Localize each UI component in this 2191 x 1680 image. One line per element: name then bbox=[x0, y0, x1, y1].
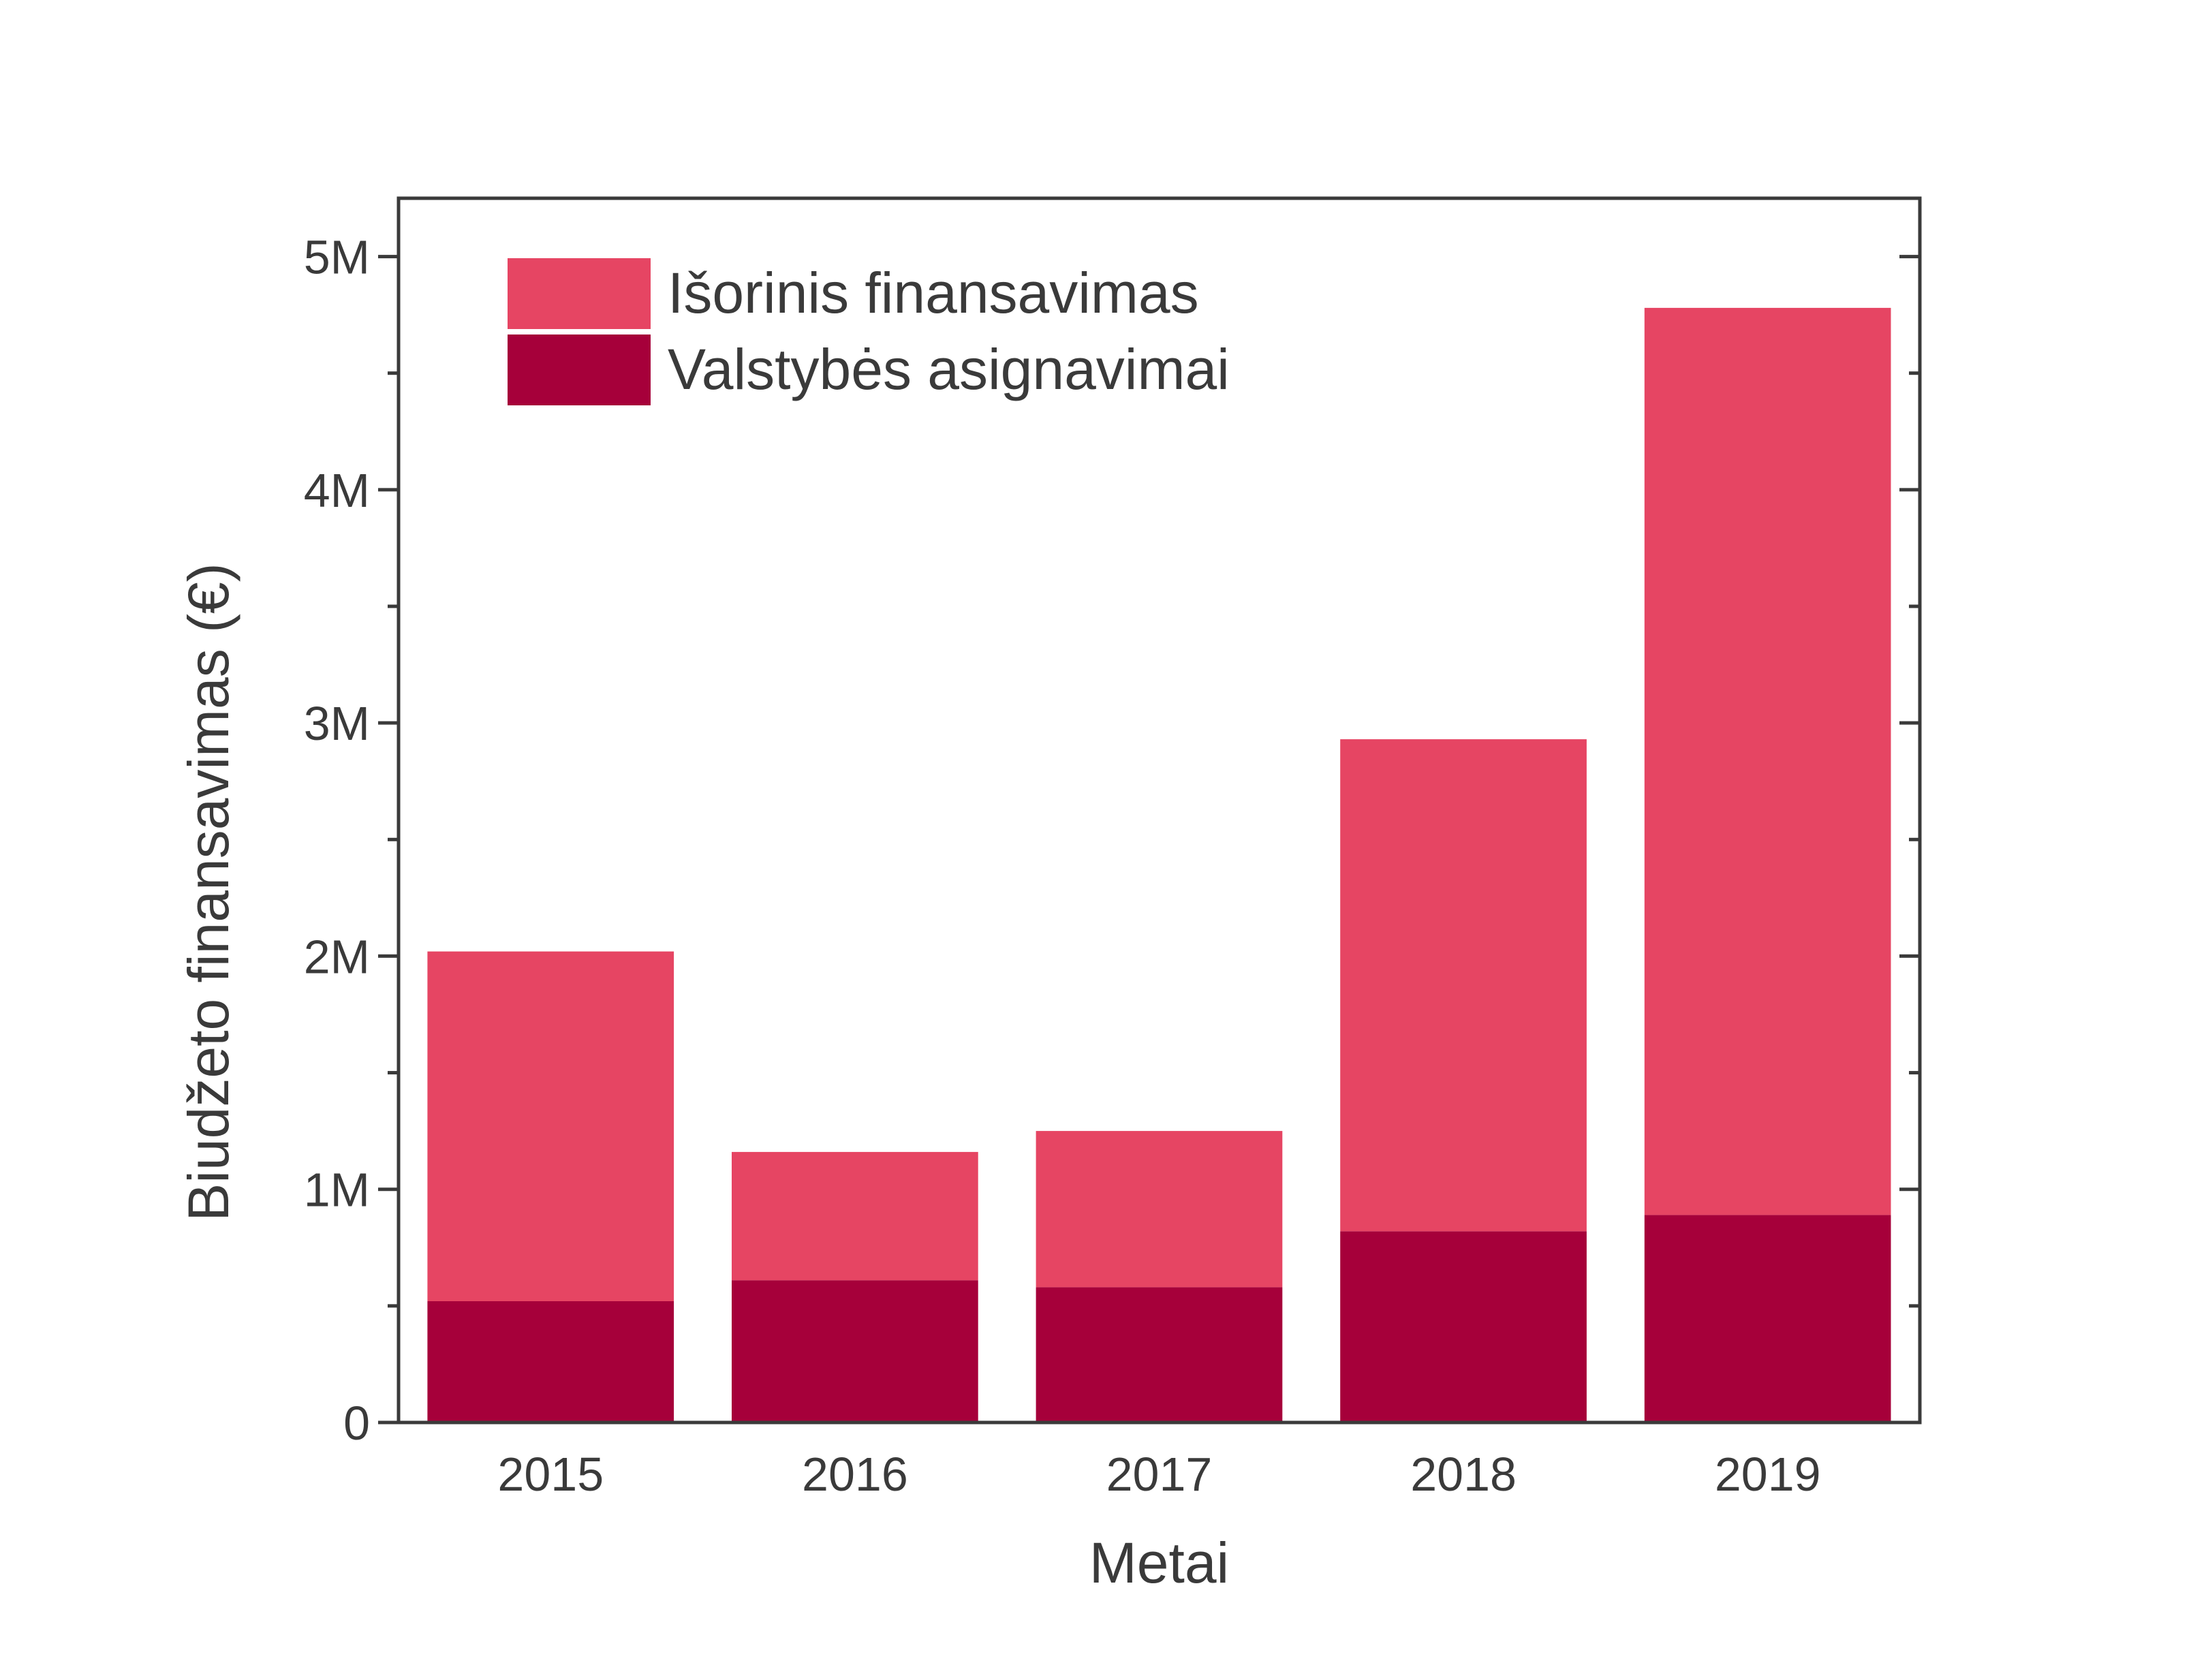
bar-2018-series-0 bbox=[1340, 1231, 1587, 1422]
bar-2017-series-1 bbox=[1036, 1131, 1283, 1288]
x-tick-label: 2017 bbox=[1106, 1448, 1213, 1501]
bars-layer bbox=[427, 307, 1891, 1422]
axes-layer bbox=[397, 196, 1922, 1425]
legend-label-state: Valstybės asignavimai bbox=[668, 337, 1230, 401]
bar-2016-series-1 bbox=[732, 1151, 978, 1281]
x-axis-title: Metai bbox=[1089, 1531, 1229, 1595]
y-axis-title: Biudžeto finansavimas (€) bbox=[176, 563, 240, 1221]
y-tick-label: 1M bbox=[304, 1164, 370, 1217]
y-tick-label: 4M bbox=[304, 464, 370, 517]
legend-swatch-external bbox=[508, 258, 651, 329]
x-tick-label: 2015 bbox=[497, 1448, 604, 1501]
plot-frame bbox=[397, 196, 1922, 1425]
bar-2018-series-1 bbox=[1340, 739, 1587, 1232]
ticks-layer: 0 1M 2M 3M 4M 5M 2015 2016 2017 2018 2019 bbox=[304, 231, 1920, 1501]
legend-label-external: Išorinis finansavimas bbox=[668, 261, 1199, 325]
bar-2016-series-0 bbox=[732, 1280, 978, 1422]
legend: Išorinis finansavimas Valstybės asignavi… bbox=[508, 258, 1230, 405]
x-tick-label: 2019 bbox=[1715, 1448, 1821, 1501]
bar-2015-series-1 bbox=[427, 951, 674, 1301]
y-tick-label: 3M bbox=[304, 697, 370, 750]
bar-2017-series-0 bbox=[1036, 1287, 1283, 1422]
bar-2019-series-0 bbox=[1644, 1215, 1891, 1422]
y-tick-label: 5M bbox=[304, 231, 370, 284]
y-tick-label: 0 bbox=[343, 1397, 370, 1450]
legend-swatch-state bbox=[508, 335, 651, 405]
bar-2019-series-1 bbox=[1644, 307, 1891, 1215]
x-tick-label: 2018 bbox=[1410, 1448, 1517, 1501]
y-tick-label: 2M bbox=[304, 930, 370, 983]
x-tick-label: 2016 bbox=[802, 1448, 908, 1501]
bar-2015-series-0 bbox=[427, 1301, 674, 1422]
